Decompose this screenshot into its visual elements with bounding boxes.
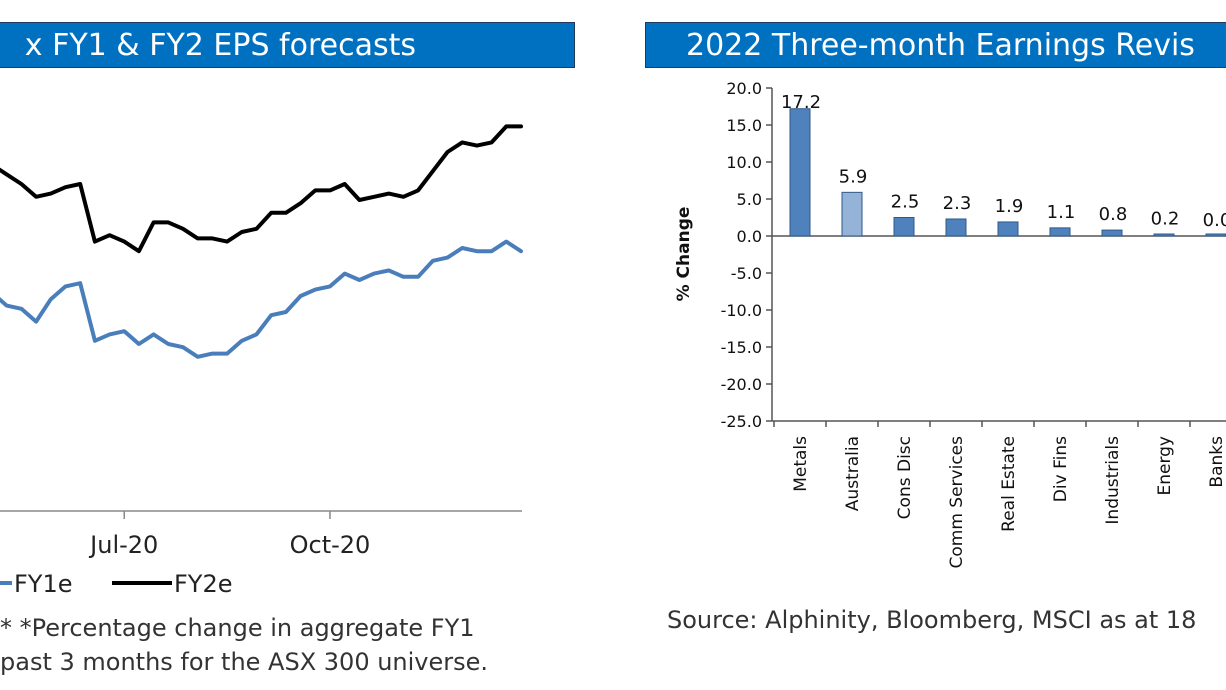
right-chart-title: 2022 Three-month Earnings Revis [686, 28, 1195, 63]
x-tick-label: Jul-20 [88, 531, 158, 559]
data-label: 1.1 [1047, 202, 1076, 223]
series-line-fy2e [0, 124, 523, 254]
x-tick-label: Oct-20 [290, 531, 371, 559]
legend-label-fy1e: FY1e [14, 570, 73, 598]
left-footnote-line2: past 3 months for the ASX 300 universe. [0, 648, 489, 676]
bar-comm-services [945, 218, 967, 237]
bar-metals [789, 108, 811, 237]
legend-label-fy2e: FY2e [174, 570, 233, 598]
data-label: 0.8 [1099, 204, 1128, 225]
category-label: Energy [1155, 436, 1175, 496]
category-label: Banks [1207, 436, 1226, 488]
bar-cons-disc [893, 217, 915, 237]
left-footnote-line1: * *Percentage change in aggregate FY1 [0, 614, 475, 642]
category-label: Real Estate [999, 436, 1019, 532]
y-tick-label: 20.0 [726, 79, 762, 98]
category-label: Industrials [1103, 436, 1123, 525]
left-chart-title-bar: x FY1 & FY2 EPS forecasts [0, 22, 575, 68]
y-tick-label: -5.0 [731, 264, 762, 283]
right-source-note: Source: Alphinity, Bloomberg, MSCI as at… [667, 606, 1197, 634]
bar-banks [1205, 233, 1226, 237]
y-tick-label: -10.0 [721, 301, 762, 320]
data-label: 5.9 [839, 166, 868, 187]
eps-line-chart: Jul-20 Oct-20 FY1e FY2e [0, 124, 523, 598]
series-line-fy1e [0, 239, 523, 359]
bar-australia [841, 191, 863, 237]
category-label: Cons Disc [895, 436, 915, 519]
y-axis-title: % Change [674, 207, 694, 302]
y-tick-label: 10.0 [726, 153, 762, 172]
right-chart-title-bar: 2022 Three-month Earnings Revis [645, 22, 1226, 68]
data-label: 17.2 [781, 92, 821, 113]
y-tick-label: 0.0 [737, 227, 762, 246]
data-label: 2.3 [943, 193, 972, 214]
category-label: Australia [843, 436, 863, 511]
y-tick-label: 15.0 [726, 116, 762, 135]
y-tick-label: 5.0 [737, 190, 762, 209]
data-label: 0.0 [1203, 210, 1226, 231]
category-label: Comm Services [947, 436, 967, 569]
y-tick-label: -20.0 [721, 375, 762, 394]
y-tick-label: -25.0 [721, 412, 762, 431]
data-label: 2.5 [891, 192, 920, 213]
left-chart-title: x FY1 & FY2 EPS forecasts [24, 28, 416, 63]
data-label: 0.2 [1151, 209, 1180, 230]
bar-industrials [1101, 229, 1123, 237]
bar-energy [1153, 233, 1175, 237]
bar-div-fins [1049, 227, 1071, 237]
category-label: Metals [791, 436, 811, 492]
data-label: 1.9 [995, 196, 1024, 217]
bar-real-estate [997, 221, 1019, 237]
category-label: Div Fins [1051, 436, 1071, 502]
y-tick-label: -15.0 [721, 338, 762, 357]
